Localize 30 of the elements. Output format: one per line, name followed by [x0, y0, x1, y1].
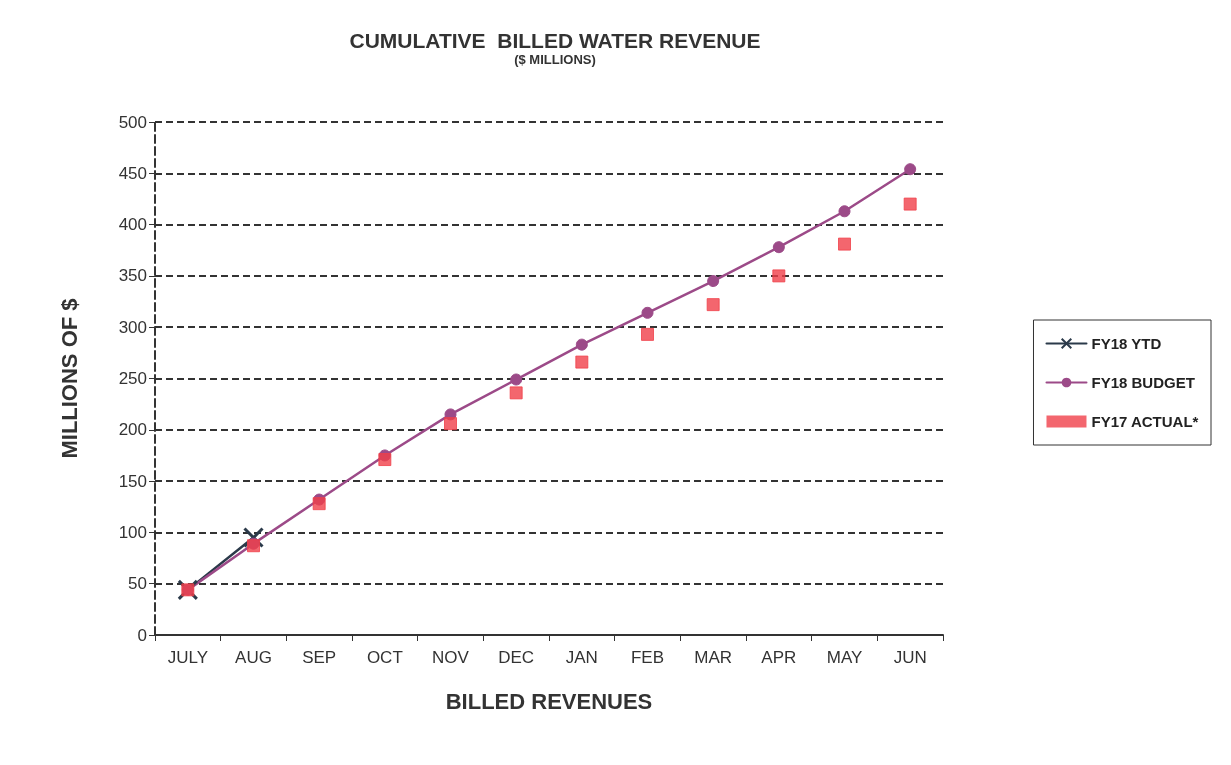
- x-tick-label: JUN: [893, 648, 927, 667]
- y-tick-label: 300: [118, 317, 147, 337]
- y-tick-label: 500: [118, 112, 147, 132]
- x-tick-label: JULY: [167, 648, 208, 667]
- y-axis-title: MILLIONS OF $: [56, 298, 82, 459]
- y-tick-label: 150: [118, 471, 147, 491]
- y-tick-label: 350: [118, 266, 147, 286]
- x-tick-label: SEP: [302, 648, 337, 667]
- x-axis-title: BILLED REVENUES: [445, 688, 653, 714]
- chart-subtitle: ($ MILLIONS): [514, 52, 596, 67]
- chart-title: CUMULATIVE BILLED WATER REVENUE: [349, 29, 761, 52]
- x-tick-label: DEC: [498, 648, 535, 667]
- y-tick-label: 450: [118, 163, 147, 183]
- y-tick-label: 250: [118, 369, 147, 388]
- x-tick-label: FEB: [630, 648, 665, 667]
- y-tick-label: 200: [118, 420, 147, 440]
- legend-label: FY18 YTD: [1091, 335, 1162, 352]
- x-tick-label: MAR: [694, 648, 733, 667]
- x-tick-label: JAN: [565, 648, 598, 667]
- x-tick-label: OCT: [366, 648, 403, 667]
- y-tick-label: 100: [118, 522, 147, 542]
- y-tick-label: 400: [118, 215, 147, 235]
- x-tick-label: APR: [761, 648, 797, 667]
- y-tick-label: 0: [137, 625, 147, 645]
- legend-label: FY17 ACTUAL*: [1091, 413, 1199, 430]
- x-tick-label: MAY: [826, 648, 863, 667]
- y-tick-label: 50: [128, 574, 147, 594]
- x-tick-label: AUG: [235, 648, 272, 667]
- legend-label: FY18 BUDGET: [1091, 374, 1195, 391]
- x-tick-label: NOV: [432, 648, 470, 667]
